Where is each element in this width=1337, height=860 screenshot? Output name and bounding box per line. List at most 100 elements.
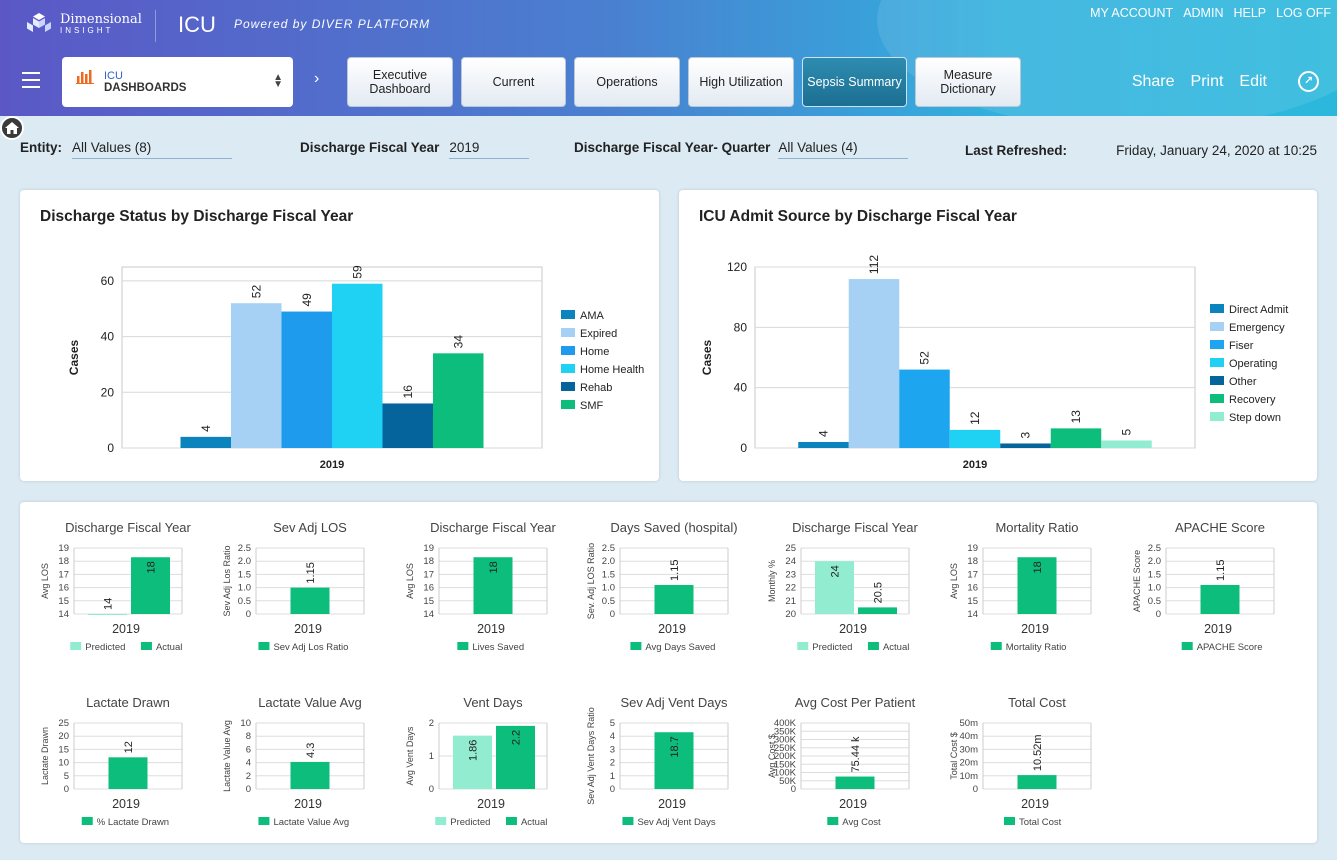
entity-filter-label: Entity: [20, 140, 62, 155]
y-tick-label: 16 [423, 583, 434, 594]
kpi-title: Discharge Fiscal Year [65, 520, 191, 535]
y-axis-label: Monthly % [767, 560, 777, 602]
y-tick-label: 24 [785, 556, 796, 567]
legend-swatch [561, 346, 575, 355]
kpi-title: Lactate Drawn [86, 695, 170, 710]
y-tick-label: 14 [967, 609, 978, 620]
dimensional-insight-logo[interactable]: Dimensional INSIGHT [26, 12, 142, 36]
y-axis-label: Sev. Adj LOS Ratio [586, 543, 596, 619]
dashboard-selector-category: ICU [104, 70, 123, 82]
data-label: 20.5 [873, 582, 885, 603]
legend-label: Predicted [450, 817, 490, 828]
y-tick-label: 40 [734, 381, 748, 395]
legend-swatch [140, 642, 152, 650]
legend-label: AMA [580, 310, 605, 322]
legend-swatch [457, 642, 469, 650]
y-tick-label: 2 [429, 718, 434, 729]
legend-swatch [1210, 304, 1224, 313]
tab-sepsis-summary[interactable]: Sepsis Summary [802, 57, 907, 107]
fiscal-year-filter-value[interactable]: 2019 [449, 140, 530, 159]
admit-source-chart: 0 40 80 120 Cases 4 112 52 12 3 13 5 2019 Direct Admi… [700, 255, 1288, 471]
data-label: 13 [1069, 410, 1083, 424]
external-link-icon[interactable]: ↗ [1298, 71, 1319, 92]
kpi-chart-sev-adj-los: Sev Adj LOS 0 0.5 1.0 1.5 2.0 2.5 Sev Adj Los R… [222, 520, 365, 653]
share-button[interactable]: Share [1131, 73, 1175, 90]
legend-label: Home Health [580, 364, 644, 376]
y-tick-label: 400K [774, 718, 797, 729]
legend-swatch [1210, 358, 1224, 367]
legend-swatch [827, 817, 839, 825]
app-title: ICU [178, 12, 216, 37]
data-label: 18 [488, 561, 500, 573]
entity-filter-value[interactable]: All Values (8) [72, 140, 232, 159]
bar-sev-adj-los-ratio [290, 587, 330, 614]
y-axis-label: Avg LOS [40, 563, 50, 599]
powered-by: Powered by DIVER PLATFORM [234, 17, 431, 31]
discharge-status-card: Discharge Status by Discharge Fiscal Yea… [20, 190, 659, 481]
legend-label: Recovery [1229, 394, 1276, 406]
edit-button[interactable]: Edit [1239, 73, 1267, 90]
tab-high-utilization[interactable]: High Utilization [688, 57, 794, 107]
legend-swatch [505, 817, 517, 825]
kpi-title: Avg Cost Per Patient [795, 695, 916, 710]
kpi-title: Sev Adj Vent Days [621, 695, 728, 710]
tab-executive-dashboard[interactable]: Executive Dashboard [347, 57, 453, 107]
print-button[interactable]: Print [1190, 73, 1224, 90]
legend-swatch [258, 642, 270, 650]
tab-operations[interactable]: Operations [574, 57, 680, 107]
kpi-title: Discharge Fiscal Year [430, 520, 556, 535]
legend-swatch [258, 817, 270, 825]
help-link[interactable]: HELP [1233, 6, 1267, 20]
legend-swatch [81, 817, 93, 825]
entity-filter: Entity: All Values (8) [20, 140, 232, 159]
legend-swatch [435, 817, 447, 825]
kpi-title: Days Saved (hospital) [610, 520, 737, 535]
y-tick-label: 1 [610, 771, 615, 782]
kpi-title: Discharge Fiscal Year [792, 520, 918, 535]
y-tick-label: 15 [58, 596, 69, 607]
y-tick-label: 19 [58, 543, 69, 554]
header-divider [155, 10, 156, 42]
legend-swatch [561, 382, 575, 391]
kpi-title: Mortality Ratio [995, 520, 1078, 535]
y-tick-label: 15 [58, 744, 69, 755]
data-label: 12 [968, 411, 982, 425]
y-tick-label: 5 [64, 771, 69, 782]
hamburger-menu-icon[interactable] [22, 72, 40, 88]
y-tick-label: 19 [423, 543, 434, 554]
tab-current[interactable]: Current [461, 57, 566, 107]
my-account-link[interactable]: MY ACCOUNT [1090, 6, 1174, 20]
fiscal-quarter-filter-value[interactable]: All Values (4) [778, 140, 909, 159]
legend-swatch [797, 642, 809, 650]
home-icon[interactable] [0, 116, 24, 140]
dashboard-selector[interactable]: ICU DASHBOARDS ▲ ▼ [62, 57, 293, 107]
legend-label: Operating [1229, 358, 1277, 370]
legend-label: Mortality Ratio [1006, 642, 1067, 653]
y-tick-label: 2 [246, 771, 251, 782]
x-tick-label: 2019 [1021, 797, 1049, 811]
y-tick-label: 1.0 [602, 583, 615, 594]
legend-label: Avg Days Saved [645, 642, 715, 653]
fiscal-quarter-filter-label: Discharge Fiscal Year- Quarter [574, 140, 771, 155]
discharge-status-title: Discharge Status by Discharge Fiscal Yea… [40, 208, 354, 225]
legend-swatch [1004, 817, 1015, 825]
y-axis-label: Cases [67, 340, 81, 376]
admin-link[interactable]: ADMIN [1183, 6, 1224, 20]
log-off-link[interactable]: LOG OFF [1276, 6, 1331, 20]
y-tick-label: 1.0 [1148, 583, 1161, 594]
data-label: 16 [401, 385, 415, 399]
y-axis-label: APACHE Score [1132, 550, 1142, 612]
y-tick-label: 5 [610, 718, 615, 729]
kpi-chart-discharge-fiscal-year: Discharge Fiscal Year 14 15 16 17 18 19 Avg LOS… [405, 520, 557, 653]
tab-measure-dictionary[interactable]: Measure Dictionary [915, 57, 1021, 107]
data-label: 4.3 [305, 743, 317, 758]
legend-label: Rehab [580, 382, 612, 394]
y-tick-label: 0 [791, 784, 796, 795]
y-tick-label: 350K [774, 726, 797, 737]
y-tick-label: 15 [423, 596, 434, 607]
y-tick-label: 18 [967, 556, 978, 567]
y-tick-label: 15 [967, 596, 978, 607]
kpi-chart-mortality-ratio: Mortality Ratio 14 15 16 17 18 19 Avg LOS 18 2019… [949, 520, 1092, 653]
up-down-caret-icon: ▲ ▼ [273, 72, 283, 90]
y-tick-label: 20 [785, 609, 796, 620]
